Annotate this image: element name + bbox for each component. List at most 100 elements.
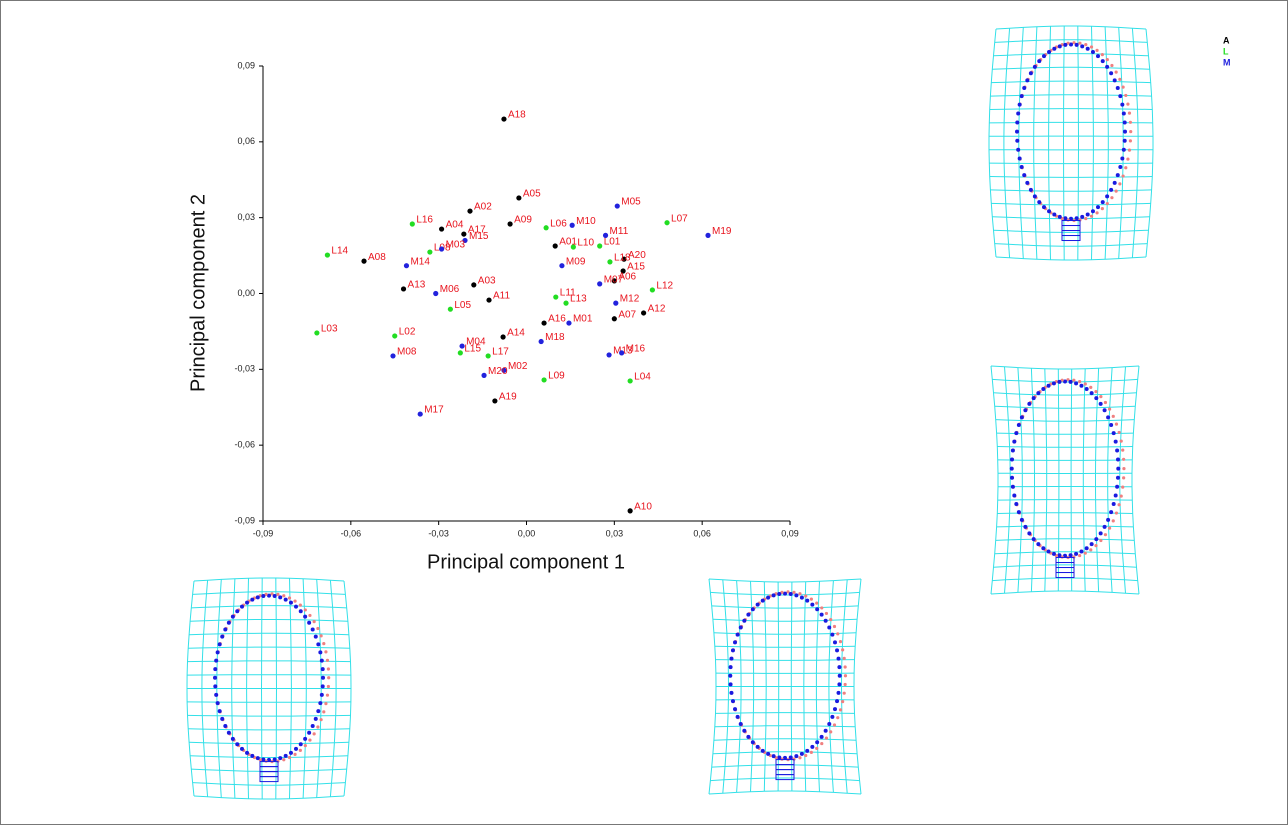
- landmark: [1074, 216, 1079, 221]
- landmark: [1046, 383, 1051, 388]
- landmark: [1129, 130, 1133, 134]
- landmark: [823, 728, 828, 733]
- landmark: [830, 714, 835, 719]
- point-label: M11: [610, 226, 629, 237]
- landmark: [1122, 138, 1127, 143]
- landmark: [728, 673, 733, 678]
- landmark: [1120, 102, 1125, 107]
- landmark: [766, 595, 771, 600]
- landmark: [1078, 41, 1082, 45]
- landmark: [1083, 551, 1087, 555]
- landmark: [1089, 391, 1094, 396]
- x-tick-label: 0,03: [606, 528, 624, 538]
- point: [597, 281, 603, 287]
- landmark: [1037, 59, 1042, 64]
- landmark: [1122, 120, 1127, 125]
- grid-line: [995, 419, 1135, 422]
- landmark: [282, 594, 286, 598]
- landmark: [1037, 200, 1042, 205]
- point: [462, 237, 468, 244]
- point-label: L10: [577, 238, 594, 249]
- grid-line: [994, 551, 1136, 555]
- landmark: [319, 718, 323, 722]
- landmark: [250, 597, 255, 602]
- grid-line: [1048, 26, 1051, 260]
- landmark: [1117, 503, 1121, 507]
- point-label: M01: [573, 314, 593, 325]
- landmark: [735, 632, 740, 637]
- landmark: [1102, 408, 1107, 413]
- point-label: M04: [466, 337, 486, 348]
- landmark: [245, 600, 250, 605]
- stem: [259, 766, 279, 773]
- x-tick-label: -0,03: [428, 528, 449, 538]
- grid-line: [989, 162, 1153, 165]
- grid-line: [1033, 26, 1038, 260]
- landmark: [1112, 180, 1117, 185]
- grid-line: [708, 790, 862, 795]
- y-tick-label: -0,09: [234, 515, 255, 525]
- point: [492, 398, 498, 404]
- landmark: [1015, 120, 1020, 125]
- landmark: [1083, 382, 1087, 386]
- landmark: [1057, 44, 1062, 49]
- landmark: [843, 665, 847, 669]
- landmark: [1094, 389, 1098, 394]
- point: [543, 225, 549, 231]
- landmark: [1068, 553, 1073, 558]
- grid-line: [1082, 368, 1086, 592]
- point-label: A07: [618, 309, 636, 320]
- grid-line: [193, 795, 345, 800]
- landmark: [760, 748, 765, 753]
- point-label: A09: [514, 215, 532, 226]
- landmark: [303, 743, 307, 748]
- point: [649, 287, 655, 293]
- landmark: [1100, 52, 1104, 57]
- grid-line: [188, 728, 350, 731]
- point-label: M10: [576, 216, 596, 227]
- landmark: [1036, 391, 1041, 396]
- landmark: [1124, 166, 1128, 170]
- landmark: [1122, 457, 1126, 461]
- landmark: [1084, 43, 1088, 47]
- landmark: [214, 658, 219, 663]
- landmark: [1019, 415, 1024, 420]
- landmark: [728, 682, 733, 687]
- landmark: [1100, 200, 1105, 205]
- point: [501, 367, 507, 373]
- point-label: L16: [416, 215, 433, 226]
- point-label: M08: [397, 347, 417, 358]
- landmark: [1022, 86, 1027, 91]
- grid-line: [715, 659, 855, 661]
- point-label: A18: [508, 110, 526, 121]
- landmark: [1074, 42, 1079, 47]
- grid-line: [988, 28, 997, 258]
- landmark: [1027, 401, 1032, 406]
- grid-line: [1131, 365, 1140, 595]
- x-tick-label: 0,06: [693, 528, 711, 538]
- grid-line: [1003, 28, 1011, 258]
- landmark: [288, 600, 293, 605]
- point-label: A15: [627, 262, 645, 273]
- landmark: [1124, 93, 1128, 98]
- landmark: [1079, 549, 1084, 554]
- landmark: [240, 604, 244, 609]
- landmark: [316, 642, 321, 647]
- landmark: [788, 755, 793, 760]
- landmark: [783, 755, 787, 760]
- grid-line: [997, 446, 1133, 448]
- point-label: A12: [648, 304, 666, 315]
- stem: [1061, 225, 1081, 232]
- landmark: [313, 716, 318, 721]
- landmark: [830, 632, 835, 637]
- landmark: [316, 709, 321, 714]
- landmark: [1100, 207, 1104, 211]
- point: [461, 231, 467, 237]
- landmark: [836, 690, 841, 695]
- landmark: [815, 607, 820, 612]
- landmark: [1111, 519, 1115, 523]
- landmark: [1105, 201, 1109, 206]
- grid-line: [1091, 26, 1094, 260]
- landmark: [842, 656, 846, 660]
